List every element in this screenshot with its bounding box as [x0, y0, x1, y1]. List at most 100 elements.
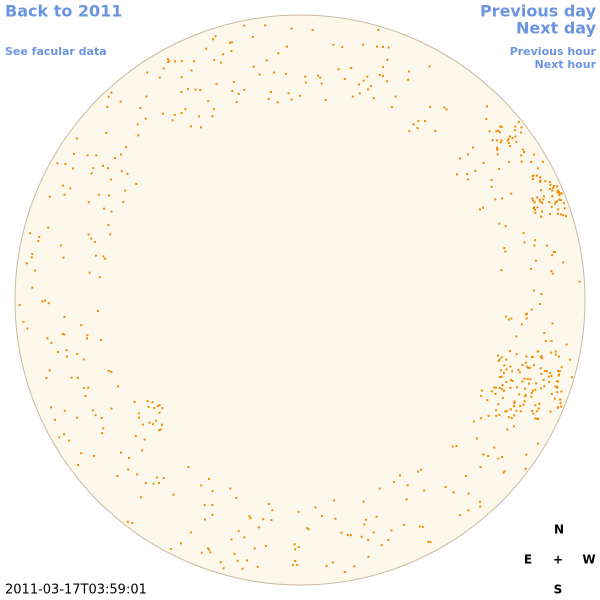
- facula: [509, 365, 512, 368]
- facula: [535, 174, 538, 177]
- facula: [92, 167, 95, 170]
- facula: [499, 141, 502, 144]
- facula: [87, 233, 90, 236]
- facula: [510, 317, 513, 320]
- facula: [63, 193, 66, 196]
- facula: [560, 213, 563, 216]
- previous-day-link[interactable]: Previous day: [480, 2, 597, 21]
- facula: [559, 402, 562, 405]
- facula: [509, 145, 512, 148]
- facula: [235, 497, 238, 500]
- facular-link[interactable]: See facular data: [5, 45, 107, 58]
- facula: [530, 392, 533, 394]
- facula: [547, 375, 550, 378]
- facula: [294, 560, 297, 562]
- facula: [349, 534, 352, 537]
- facula: [427, 540, 430, 543]
- compass-north: N: [554, 523, 564, 537]
- facula: [37, 239, 40, 242]
- facula: [139, 107, 142, 109]
- facula: [382, 45, 384, 48]
- facula: [235, 101, 238, 103]
- facula: [110, 370, 113, 373]
- facula: [524, 395, 527, 398]
- facula: [180, 60, 183, 63]
- facula: [193, 60, 196, 63]
- facula: [521, 148, 524, 151]
- facula: [233, 552, 236, 555]
- facula: [522, 403, 525, 406]
- facula: [137, 412, 140, 415]
- facula: [526, 365, 529, 368]
- facula: [158, 429, 161, 432]
- facula: [366, 75, 369, 78]
- facula: [319, 76, 322, 79]
- facula: [80, 324, 83, 327]
- facula: [385, 80, 388, 83]
- facula: [541, 160, 544, 163]
- facula: [285, 45, 288, 48]
- next-day-link[interactable]: Next day: [516, 19, 597, 38]
- facula: [549, 213, 551, 216]
- facula: [267, 97, 270, 100]
- facula: [219, 561, 222, 564]
- facula: [80, 452, 83, 455]
- facula: [515, 335, 518, 338]
- previous-hour-link[interactable]: Previous hour: [510, 45, 597, 58]
- facula: [538, 180, 541, 183]
- facula: [423, 489, 426, 492]
- facula: [543, 385, 546, 388]
- facula: [544, 180, 547, 183]
- facula: [98, 276, 101, 279]
- back-year-link[interactable]: Back to 2011: [5, 2, 122, 21]
- facula: [95, 154, 98, 157]
- facula: [529, 378, 532, 381]
- facula: [515, 353, 518, 356]
- facula: [203, 518, 206, 521]
- facula: [146, 71, 149, 74]
- facula: [380, 544, 383, 547]
- facula: [482, 206, 484, 209]
- facula: [253, 547, 256, 550]
- facula: [560, 192, 563, 195]
- facula: [537, 417, 540, 420]
- facula: [543, 332, 546, 334]
- facula: [505, 409, 508, 412]
- facula: [504, 225, 507, 228]
- facula: [500, 139, 503, 142]
- facula: [496, 146, 499, 149]
- facula: [520, 323, 523, 326]
- facula: [151, 423, 154, 426]
- next-hour-link[interactable]: Next hour: [535, 58, 597, 71]
- facula: [277, 52, 280, 55]
- facula: [174, 60, 177, 63]
- facula: [542, 198, 545, 201]
- facula: [551, 254, 554, 257]
- facula: [500, 356, 503, 359]
- facula: [144, 117, 147, 120]
- facula: [343, 78, 346, 80]
- facula: [500, 126, 503, 128]
- facula: [48, 195, 51, 198]
- facula: [212, 108, 215, 111]
- facula: [97, 193, 100, 196]
- facula: [499, 369, 502, 372]
- facula: [487, 414, 490, 417]
- facula: [536, 206, 539, 209]
- facula: [214, 35, 217, 38]
- facula: [498, 386, 501, 389]
- facula: [152, 482, 155, 485]
- facula: [405, 498, 408, 501]
- facula: [190, 69, 193, 72]
- facula: [264, 24, 267, 27]
- facula: [519, 405, 522, 407]
- facula: [264, 545, 267, 548]
- facula: [560, 366, 563, 369]
- facula: [140, 496, 143, 499]
- facula: [481, 389, 484, 392]
- facula: [501, 456, 504, 458]
- facula: [378, 487, 381, 490]
- facula: [95, 254, 97, 257]
- facula: [531, 197, 534, 200]
- facula: [363, 523, 366, 526]
